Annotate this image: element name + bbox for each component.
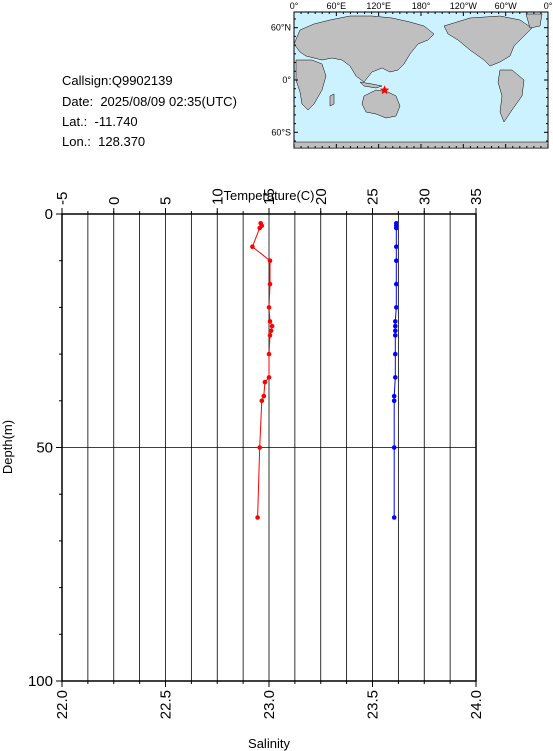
depth-axis: 0 50 100 bbox=[28, 206, 62, 690]
map-longitude-label: 0° bbox=[290, 1, 299, 11]
profile-point bbox=[393, 319, 398, 324]
profile-point bbox=[391, 393, 397, 399]
profile-point bbox=[267, 333, 273, 338]
date-line: Date: 2025/08/09 02:35(UTC) bbox=[62, 94, 237, 109]
profile-line bbox=[393, 223, 397, 518]
salinity-tick-label: 23.0 bbox=[261, 690, 278, 719]
map-longitude-label: 60°E bbox=[327, 1, 347, 11]
profile-point bbox=[393, 323, 398, 329]
profile-point bbox=[266, 375, 272, 380]
temperature-tick-label: 15 bbox=[261, 188, 278, 205]
profile-point bbox=[268, 328, 274, 334]
lat-value: -11.740 bbox=[94, 114, 138, 129]
madagascar-land bbox=[329, 93, 335, 107]
date-label: Date: bbox=[62, 94, 94, 109]
callsign-value: Q9902139 bbox=[111, 73, 173, 88]
map-latitude-label: 0° bbox=[282, 75, 291, 85]
map-longitude-label: 120°W bbox=[450, 1, 478, 11]
profile-point bbox=[257, 445, 263, 450]
map-longitude-label: 120°E bbox=[366, 1, 391, 11]
profile-point bbox=[261, 393, 267, 399]
profile-point bbox=[393, 351, 398, 357]
africa-land bbox=[295, 59, 327, 111]
map-longitude-label: 60°W bbox=[495, 1, 518, 11]
salinity-axis-title: Salinity bbox=[248, 736, 290, 751]
depth-axis-title: Depth(m) bbox=[0, 420, 15, 474]
temperature-axis: -5 0 5 10 15 20 25 30 35 bbox=[54, 188, 485, 214]
callsign-line: Callsign:Q9902139 bbox=[62, 73, 173, 88]
profile-point bbox=[394, 225, 399, 231]
float-location-marker bbox=[379, 85, 390, 95]
profile-point bbox=[267, 319, 273, 324]
profile-point bbox=[394, 305, 399, 310]
map-longitude-label: 0° bbox=[544, 1, 553, 11]
lon-label: Lon.: bbox=[62, 134, 91, 149]
lon-value: 128.370 bbox=[98, 134, 146, 149]
southamerica-land bbox=[497, 69, 525, 123]
temperature-tick-label: 35 bbox=[468, 188, 485, 205]
chart-grid bbox=[62, 214, 476, 681]
profile-point bbox=[266, 305, 272, 310]
lat-line: Lat.: -11.740 bbox=[62, 114, 138, 129]
temperature-tick-label: 20 bbox=[313, 188, 330, 205]
map-latitude-label: 60°N bbox=[271, 23, 291, 33]
greenland-land bbox=[525, 13, 543, 29]
profile-point bbox=[255, 515, 260, 520]
temperature-tick-label: 25 bbox=[365, 188, 382, 205]
salinity-tick-label: 23.5 bbox=[365, 690, 382, 719]
profile-point bbox=[266, 351, 272, 357]
depth-tick-label: 100 bbox=[28, 673, 53, 690]
profile-point bbox=[394, 244, 399, 249]
map-longitude-label: 180° bbox=[412, 1, 431, 11]
map-longitude-labels: 0° 60°E 120°E 180° 120°W 60°W 0° bbox=[290, 1, 553, 11]
map-latitude-label: 60°S bbox=[271, 127, 291, 137]
profile-point bbox=[269, 323, 275, 329]
temperature-tick-label: -5 bbox=[54, 192, 71, 205]
map-latitude-labels: 60°N 0° 60°S bbox=[271, 23, 292, 138]
profile-point bbox=[267, 281, 273, 287]
temperature-tick-label: 30 bbox=[416, 188, 433, 205]
profile-point bbox=[393, 328, 398, 334]
profile-point bbox=[394, 281, 399, 287]
profile-point bbox=[259, 398, 265, 404]
profile-point bbox=[257, 225, 263, 231]
eurasia-land bbox=[293, 15, 435, 83]
profile-point bbox=[262, 379, 268, 385]
salinity-tick-label: 24.0 bbox=[468, 690, 485, 719]
profile-series bbox=[250, 221, 399, 520]
profile-point bbox=[391, 445, 397, 450]
depth-tick-label: 50 bbox=[36, 440, 53, 457]
salinity-axis: 22.0 22.5 23.0 23.5 24.0 bbox=[54, 681, 485, 719]
callsign-label: Callsign: bbox=[62, 73, 112, 88]
northamerica-land bbox=[443, 15, 533, 67]
lat-label: Lat.: bbox=[62, 114, 88, 129]
profile-point bbox=[250, 244, 255, 249]
lon-line: Lon.: 128.370 bbox=[62, 134, 145, 149]
temperature-axis-title: Temperature(C) bbox=[223, 188, 314, 203]
temperature-tick-label: 10 bbox=[209, 188, 226, 205]
profile-point bbox=[393, 333, 398, 338]
temperature-tick-label: 5 bbox=[158, 197, 175, 205]
profile-point bbox=[394, 258, 399, 264]
map-ticks bbox=[293, 12, 549, 148]
profile-point bbox=[393, 375, 398, 380]
profile-point bbox=[391, 398, 397, 404]
profile-point bbox=[267, 258, 273, 264]
profile-point bbox=[391, 515, 397, 520]
temperature-tick-label: 0 bbox=[106, 197, 123, 205]
date-value: 2025/08/09 02:35(UTC) bbox=[100, 94, 237, 109]
indonesia-land bbox=[359, 81, 383, 89]
depth-tick-label: 0 bbox=[45, 206, 53, 223]
location-map: 0° 60°E 120°E 180° 120°W 60°W 0° 60°N 0° 60°S bbox=[271, 1, 553, 149]
salinity-tick-label: 22.5 bbox=[158, 690, 175, 719]
salinity-tick-label: 22.0 bbox=[54, 690, 71, 719]
